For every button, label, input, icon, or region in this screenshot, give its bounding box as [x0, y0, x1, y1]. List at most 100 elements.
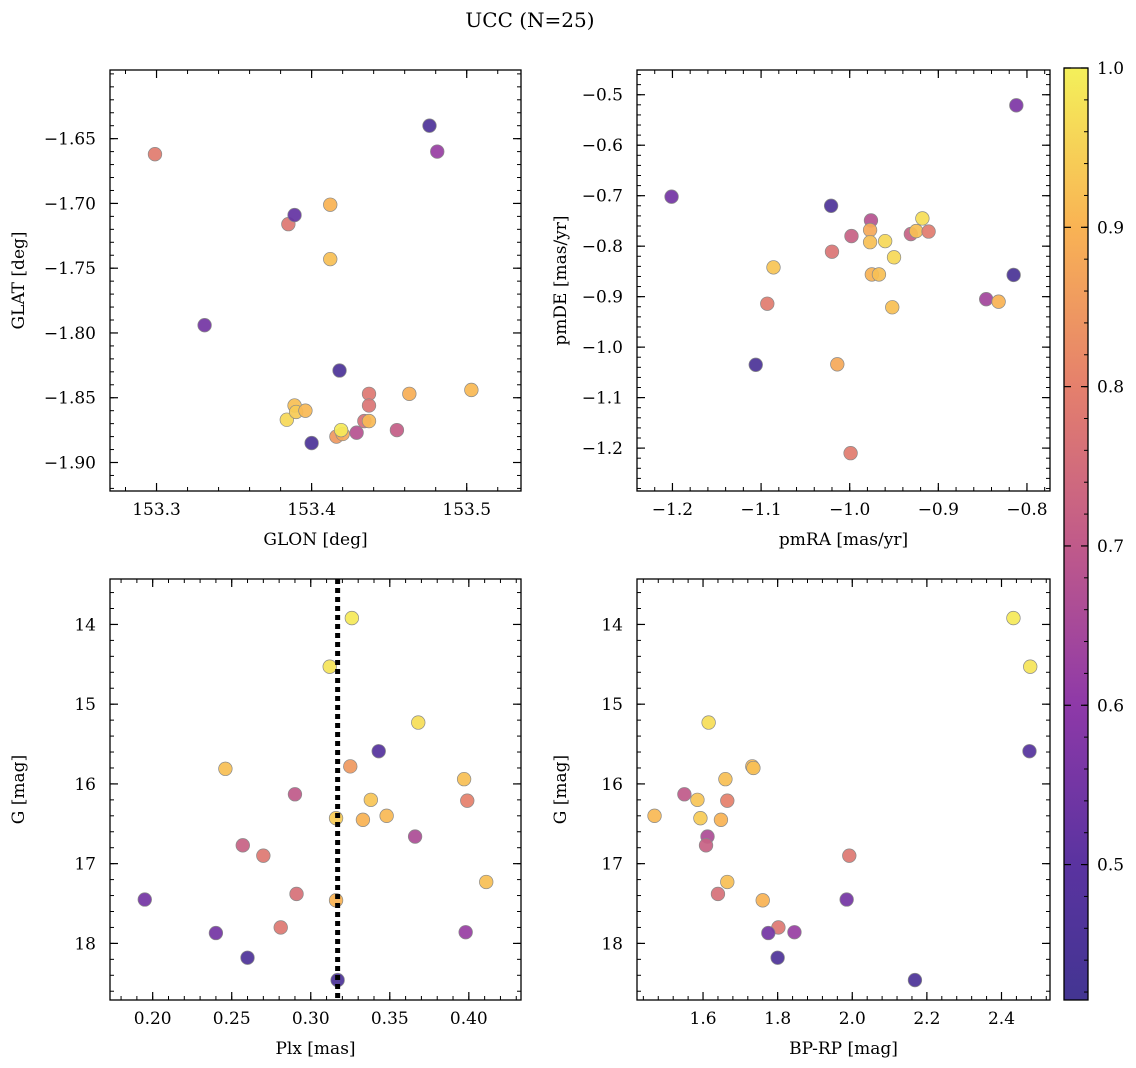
data-point: [147, 147, 163, 162]
data-point: [748, 357, 763, 372]
colorbar-tick-label: 0.6: [1097, 696, 1124, 716]
data-point: [289, 886, 304, 902]
data-point: [322, 659, 337, 674]
y-tick-label: 17: [74, 855, 96, 875]
y-tick-label: −1.2: [582, 439, 623, 459]
x-tick-label: −0.8: [1006, 500, 1047, 520]
data-point: [1009, 98, 1024, 113]
data-point: [710, 886, 726, 902]
y-tick-label: −1.1: [582, 389, 623, 409]
data-point: [885, 300, 900, 315]
data-point: [332, 363, 347, 378]
data-point: [197, 318, 212, 333]
y-tick-label: −1.0: [582, 338, 623, 358]
data-point: [349, 425, 364, 440]
data-point: [647, 808, 662, 823]
data-point: [479, 874, 494, 890]
data-point: [411, 715, 426, 730]
y-tick-label: −1.90: [44, 454, 96, 474]
data-point: [355, 812, 371, 827]
data-point: [273, 920, 288, 935]
panel-bprp-g: 1.6 1.8 2.0 2.2 2.4 14 15 16 17 18 BP-RP [mag] G [m…: [551, 578, 1051, 1059]
data-point: [287, 207, 302, 223]
x-tick-label: −1.2: [652, 500, 693, 520]
data-point: [1022, 744, 1037, 759]
data-point: [839, 892, 854, 907]
data-point: [218, 761, 233, 776]
data-point: [137, 892, 152, 907]
y-tick-label: 18: [601, 934, 623, 954]
data-point: [304, 435, 319, 451]
colorbar-tick-label: 0.7: [1097, 537, 1124, 557]
x-tick-label: 0.20: [134, 1009, 172, 1029]
data-point: [720, 874, 735, 890]
y-tick-label: −0.9: [582, 288, 623, 308]
data-point: [402, 386, 417, 401]
y-tick-label: −1.65: [44, 130, 96, 150]
data-point: [323, 197, 338, 212]
axes-frame: [109, 69, 522, 492]
data-point: [240, 950, 255, 965]
data-point: [256, 848, 271, 863]
data-point: [323, 251, 338, 267]
y-tick-label: 16: [74, 775, 96, 795]
colorbar-gradient: [1063, 67, 1089, 1001]
data-point: [766, 260, 781, 275]
colorbar-tick-label: 0.5: [1097, 856, 1124, 876]
data-point: [713, 812, 729, 827]
data-point: [464, 382, 479, 398]
data-point: [389, 422, 405, 438]
panel-plx-g: 0.20 0.25 0.30 0.35 0.40 14 15 16 17 18 Plx [mas] G…: [9, 578, 522, 1059]
colorbar-tick-label: 0.8: [1097, 378, 1124, 398]
data-point: [344, 610, 360, 626]
y-axis-label: G [mag]: [9, 755, 29, 824]
y-tick-label: −0.5: [582, 86, 623, 106]
y-axis-label: GLAT [deg]: [9, 231, 29, 329]
axes-frame: [109, 578, 522, 1001]
y-tick-label: −0.6: [582, 136, 623, 156]
data-point: [690, 792, 705, 808]
data-point: [844, 228, 859, 244]
data-point: [298, 403, 313, 418]
data-point: [460, 793, 475, 808]
x-tick-label: −0.9: [918, 500, 959, 520]
x-tick-label: 2.4: [988, 1009, 1015, 1029]
y-tick-label: 16: [601, 775, 623, 795]
x-tick-label: −1.0: [829, 500, 870, 520]
data-point: [915, 211, 930, 226]
x-tick-label: 0.35: [371, 1009, 409, 1029]
data-point: [235, 838, 250, 853]
data-point: [720, 793, 735, 808]
data-point: [333, 422, 349, 438]
panels: 153.3 153.4 153.5 −1.90 −1.85 −1.80 −1.75 −1.70…: [9, 69, 1051, 1059]
data-point: [862, 222, 878, 238]
data-point: [746, 760, 761, 776]
data-point: [824, 244, 840, 259]
x-axis-label: pmRA [mas/yr]: [779, 530, 908, 550]
data-point: [843, 445, 858, 461]
data-point: [991, 294, 1006, 309]
x-tick-label: 1.6: [690, 1009, 717, 1029]
data-point: [279, 412, 294, 427]
y-tick-label: −1.70: [44, 194, 96, 214]
colorbar: 0.5 0.6 0.7 0.8 0.9 1.0: [1063, 59, 1124, 1001]
data-point: [698, 838, 714, 853]
axes-frame: [636, 69, 1051, 492]
x-tick-label: −1.1: [740, 500, 781, 520]
y-tick-label: −0.7: [582, 187, 623, 207]
colorbar-tick-label: 1.0: [1097, 59, 1124, 79]
x-axis-label: GLON [deg]: [263, 530, 367, 550]
x-tick-label: 0.30: [292, 1009, 330, 1029]
panel-pmra-pmde: −1.2 −1.1 −1.0 −0.9 −0.8 −1.2 −1.1 −1.0 −0.9 −0.8…: [551, 69, 1051, 550]
data-point: [1023, 659, 1038, 674]
data-point: [208, 925, 224, 941]
data-point: [422, 118, 437, 133]
y-tick-label: 14: [601, 615, 623, 635]
data-point: [823, 198, 839, 213]
data-point: [921, 224, 936, 239]
data-point: [886, 250, 902, 265]
y-axis-label: G [mag]: [551, 755, 571, 824]
x-tick-label: 153.5: [442, 500, 491, 520]
data-point: [761, 925, 776, 941]
